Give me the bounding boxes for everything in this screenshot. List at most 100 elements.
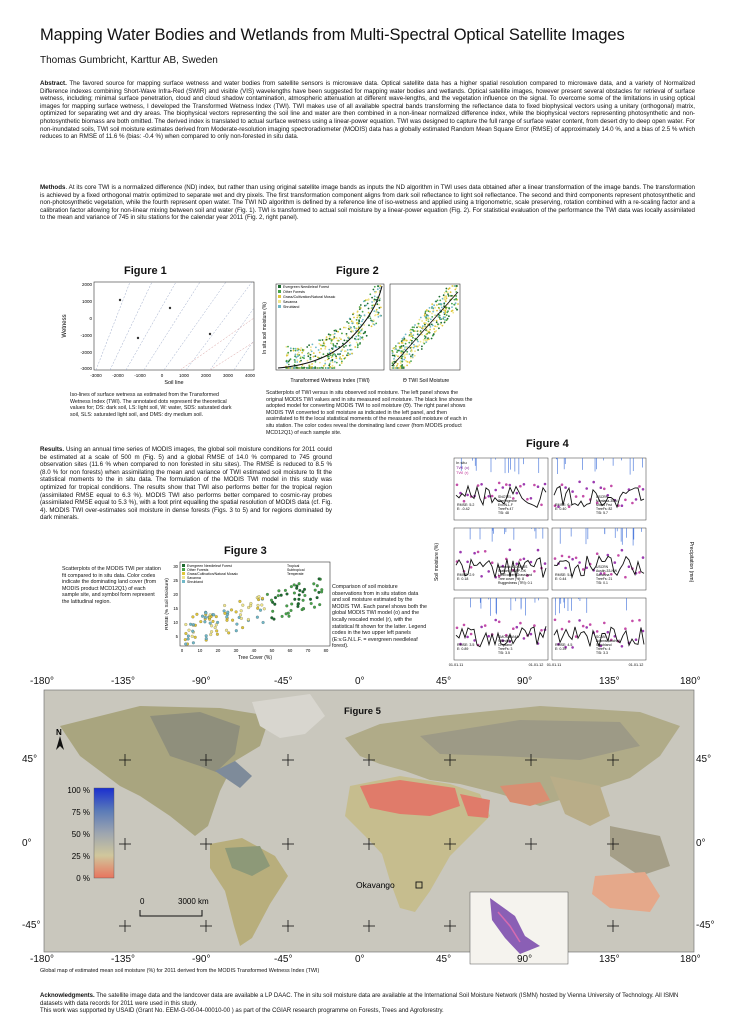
scatter-point xyxy=(454,288,457,291)
scatter-point xyxy=(338,364,341,366)
longitude-label-bottom: 135° xyxy=(599,954,620,965)
twi-point xyxy=(571,490,574,493)
scatter-point xyxy=(348,325,350,327)
twi-point xyxy=(578,619,581,622)
fig4-panel-stats: RMSE: 5.8 E: 0.44 xyxy=(555,573,572,581)
scatter-point xyxy=(309,601,313,605)
scatter-point xyxy=(318,342,321,345)
scatter-point xyxy=(333,336,336,338)
scatter-point xyxy=(345,344,347,347)
twi-point xyxy=(536,548,540,552)
scatter-point xyxy=(292,347,295,350)
twi-point xyxy=(599,644,603,648)
fig3-ytick: 5 xyxy=(176,634,179,639)
scatter-point xyxy=(362,338,364,341)
scatter-point xyxy=(363,324,366,326)
scatter-point xyxy=(246,617,250,621)
fig2-legend: Savanna xyxy=(283,300,297,304)
scatter-point xyxy=(214,615,218,619)
scatter-point xyxy=(249,601,253,605)
scatter-point xyxy=(331,358,334,361)
scatter-point xyxy=(338,357,341,360)
scatter-point xyxy=(440,321,443,324)
scatter-point xyxy=(411,356,414,358)
scatter-point xyxy=(307,353,310,355)
twi-point xyxy=(512,627,515,630)
latitude-label-right: -45° xyxy=(696,920,715,931)
scatter-point xyxy=(204,611,208,615)
scatter-point xyxy=(269,598,273,602)
figure-4-title: Figure 4 xyxy=(526,438,569,450)
scatter-point xyxy=(365,334,368,337)
scatter-point xyxy=(374,291,377,294)
scatter-point xyxy=(203,615,207,619)
scatter-point xyxy=(406,353,408,355)
twi-point xyxy=(553,618,557,622)
twi-point xyxy=(512,568,515,572)
scatter-point xyxy=(445,287,448,290)
scatter-point xyxy=(234,629,238,633)
scatter-point xyxy=(432,333,435,335)
twi-point xyxy=(494,618,497,622)
fig1-ytick: 2000 xyxy=(82,282,93,287)
scatter-point xyxy=(443,291,446,294)
scatter-point xyxy=(457,303,459,305)
twi-point xyxy=(557,642,560,646)
fig3-ytick: 20 xyxy=(173,592,178,597)
twi-point xyxy=(515,491,519,495)
scatter-point xyxy=(370,319,372,322)
scatter-point xyxy=(429,310,431,313)
scatter-point xyxy=(353,316,355,319)
scatter-point xyxy=(350,348,353,351)
twi-point xyxy=(631,619,634,623)
scatter-point xyxy=(373,285,376,288)
scatter-point xyxy=(354,337,356,340)
scatter-point xyxy=(357,334,360,337)
twi-point xyxy=(571,646,574,649)
scatter-point xyxy=(343,357,346,360)
scatter-point xyxy=(330,356,333,359)
scatter-point xyxy=(299,360,301,363)
twi-point xyxy=(466,493,469,497)
scatter-point xyxy=(358,322,360,325)
twi-point xyxy=(560,554,564,558)
ack-text-2: This work was supported by USAID (Grant … xyxy=(40,1008,444,1015)
scatter-point xyxy=(410,333,413,335)
twi-point xyxy=(599,572,603,575)
twi-point xyxy=(501,486,505,489)
scatter-point xyxy=(405,359,407,362)
scatter-point xyxy=(328,348,331,351)
scatter-point xyxy=(223,611,227,615)
twi-point xyxy=(533,483,536,487)
scatter-point xyxy=(395,348,398,351)
scatter-point xyxy=(324,347,327,350)
fig4-legend: In situ xyxy=(456,460,467,465)
scatter-point xyxy=(317,590,321,594)
twi-point xyxy=(567,620,571,623)
scatter-point xyxy=(329,350,332,353)
scatter-point xyxy=(327,333,330,336)
scatter-point xyxy=(289,358,292,361)
scatter-point xyxy=(356,321,358,324)
scatter-point xyxy=(434,325,436,328)
fig3-xtick: 30 xyxy=(234,648,239,653)
scatter-point xyxy=(191,623,195,627)
map-scale-bar xyxy=(139,910,203,917)
scatter-point xyxy=(393,347,396,350)
scatter-point xyxy=(326,352,329,355)
scatter-point xyxy=(431,305,433,308)
scatter-point xyxy=(439,317,442,320)
scatter-point xyxy=(435,330,438,332)
scatter-point xyxy=(351,322,354,324)
scatter-point xyxy=(435,321,438,324)
scatter-point xyxy=(310,363,313,366)
scatter-point xyxy=(356,346,359,349)
scatter-point xyxy=(214,623,218,627)
scatter-point xyxy=(325,338,328,341)
scatter-point xyxy=(403,358,406,361)
twi-point xyxy=(515,625,519,629)
twi-point xyxy=(610,573,613,576)
fig1-ytick: 0 xyxy=(89,316,92,321)
twi-point xyxy=(459,642,462,646)
scatter-point xyxy=(308,365,311,367)
